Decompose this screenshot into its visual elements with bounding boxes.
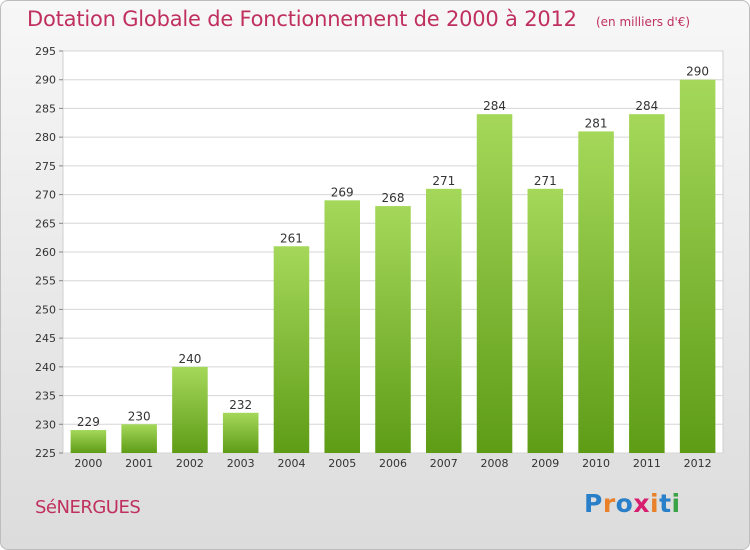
logo-letter: i (650, 489, 660, 518)
bar-2002 (172, 366, 208, 453)
data-label-2006: 268 (382, 191, 405, 205)
chart-title: Dotation Globale de Fonctionnement de 20… (27, 7, 577, 31)
y-axis: 225 230 235 240 245 250 255 260 265 270 275 280 285 2… (35, 45, 63, 460)
y-tick-label: 225 (35, 447, 56, 460)
y-tick-label: 280 (35, 131, 56, 144)
bar-2012 (679, 79, 716, 453)
x-tick-label: 2009 (531, 457, 559, 470)
x-tick-label: 2010 (582, 457, 610, 470)
proxiti-logo[interactable]: Proxiti (584, 489, 681, 518)
title-row: Dotation Globale de Fonctionnement de 20… (27, 7, 690, 31)
x-tick-label: 2008 (481, 457, 509, 470)
logo-letter: o (615, 489, 634, 518)
unit-note: (en milliers d'€) (595, 15, 691, 29)
data-label-2003: 232 (229, 398, 252, 412)
y-tick-label: 295 (35, 45, 56, 58)
bar-2007 (426, 188, 462, 454)
bar-2001 (121, 424, 157, 453)
data-label-2004: 261 (280, 231, 303, 245)
data-label-2001: 230 (128, 409, 151, 423)
x-tick-label: 2003 (227, 457, 255, 470)
data-label-2010: 281 (585, 116, 608, 130)
bar-2009 (527, 188, 564, 454)
data-label-2011: 284 (635, 99, 658, 113)
x-tick-label: 2004 (277, 457, 305, 470)
data-label-2012: 290 (686, 65, 709, 79)
bar-2011 (629, 114, 665, 454)
x-tick-label: 2005 (328, 457, 356, 470)
commune-name: SéNERGUES (35, 497, 141, 518)
logo-letter: P (584, 489, 603, 518)
y-tick-label: 265 (35, 217, 56, 230)
y-tick-label: 250 (35, 303, 56, 316)
logo-letter: r (602, 489, 616, 518)
x-tick-label: 2001 (125, 457, 153, 470)
bar-2010 (578, 131, 614, 453)
data-label-2009: 271 (534, 174, 557, 188)
data-label-2007: 271 (432, 174, 455, 188)
logo-letter: t (659, 489, 672, 518)
x-tick-label: 2011 (633, 457, 661, 470)
bar-2000 (70, 430, 107, 453)
y-tick-label: 275 (35, 160, 56, 173)
y-tick-label: 285 (35, 102, 56, 115)
bar-2003 (222, 412, 259, 453)
x-tick-label: 2012 (684, 457, 712, 470)
bar-2006 (375, 206, 411, 453)
y-tick-label: 235 (35, 390, 56, 403)
bar-2004 (273, 246, 310, 453)
y-tick-label: 290 (35, 74, 56, 87)
data-label-2005: 269 (331, 185, 354, 199)
y-tick-label: 240 (35, 361, 56, 374)
y-tick-label: 255 (35, 275, 56, 288)
data-label-2002: 240 (178, 352, 201, 366)
y-tick-label: 230 (35, 418, 56, 431)
x-tick-label: 2006 (379, 457, 407, 470)
x-axis: 2000 2001 2002 2003 2004 2005 2006 2007 2008 2009… (74, 457, 711, 470)
logo-letter: x (633, 489, 650, 518)
bar-2005 (324, 200, 360, 453)
x-tick-label: 2000 (74, 457, 102, 470)
y-tick-label: 260 (35, 246, 56, 259)
y-tick-label: 245 (35, 332, 56, 345)
logo-letter: i (671, 489, 681, 518)
y-tick-label: 270 (35, 189, 56, 202)
data-label-2008: 284 (483, 99, 506, 113)
bars: 229 230 240 232 261 269 268 271 284 271 281 284 290 (70, 65, 716, 454)
x-tick-label: 2007 (430, 457, 458, 470)
data-label-2000: 229 (77, 415, 100, 429)
bar-2008 (476, 114, 513, 454)
x-tick-label: 2002 (176, 457, 204, 470)
